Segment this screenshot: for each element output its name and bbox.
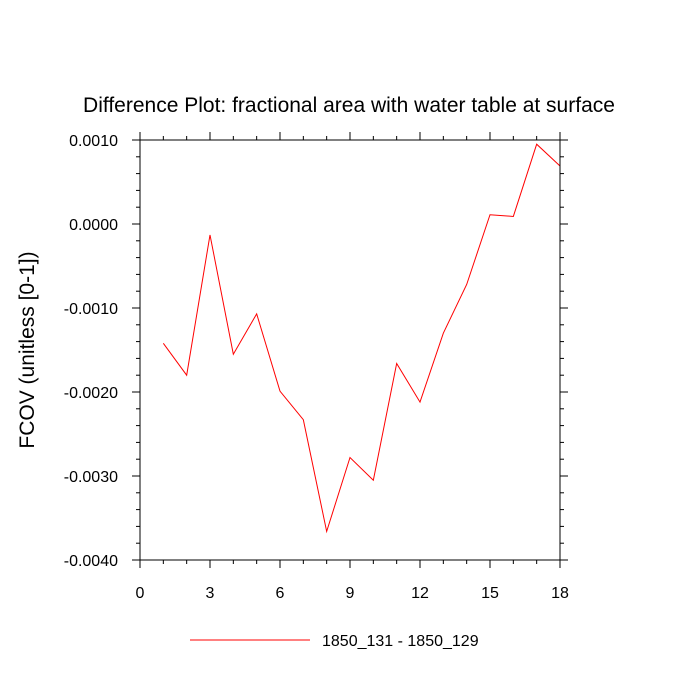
- y-tick-label: -0.0010: [64, 301, 118, 318]
- y-axis-label: FCOV (unitless [0-1]): [16, 251, 39, 448]
- x-tick-label: 18: [551, 585, 569, 602]
- x-tick-label: 9: [346, 585, 355, 602]
- chart-title: Difference Plot: fractional area with wa…: [83, 94, 615, 117]
- y-tick-label: -0.0030: [64, 469, 118, 486]
- legend-label: 1850_131 - 1850_129: [322, 633, 479, 650]
- x-tick-label: 6: [276, 585, 285, 602]
- x-tick-label: 0: [136, 585, 145, 602]
- tick-labels: 0 3 6 9 12 15 18 0.0010 0.0000 -0.0010 -0.0020 -0.0…: [64, 133, 569, 602]
- y-tick-label: 0.0000: [69, 217, 118, 234]
- x-tick-label: 12: [411, 585, 429, 602]
- y-tick-label: 0.0010: [69, 133, 118, 150]
- x-tick-label: 15: [481, 585, 499, 602]
- axis-ticks: [132, 132, 568, 568]
- legend: 1850_131 - 1850_129: [190, 633, 479, 650]
- y-tick-label: -0.0040: [64, 553, 118, 570]
- x-tick-label: 3: [206, 585, 215, 602]
- series-line-1850-131-minus-1850-129: [162, 143, 561, 534]
- y-tick-label: -0.0020: [64, 385, 118, 402]
- minor-ticks: [136, 136, 564, 564]
- plot-frame: [139, 139, 561, 561]
